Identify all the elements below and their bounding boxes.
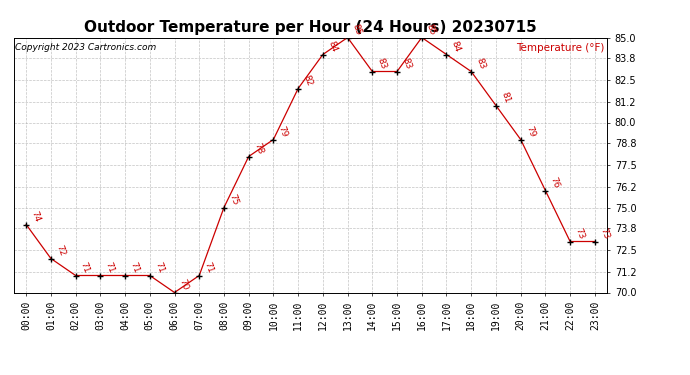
Text: 79: 79 — [524, 124, 536, 138]
Text: 71: 71 — [202, 260, 215, 274]
Text: 76: 76 — [549, 175, 561, 189]
Text: 78: 78 — [252, 141, 264, 155]
Text: 81: 81 — [499, 90, 511, 104]
Text: 85: 85 — [351, 22, 363, 36]
Text: 73: 73 — [573, 226, 586, 240]
Text: 83: 83 — [400, 56, 413, 70]
Text: Temperature (°F): Temperature (°F) — [516, 43, 604, 52]
Text: 83: 83 — [375, 56, 388, 70]
Text: 85: 85 — [425, 22, 437, 36]
Text: 71: 71 — [104, 260, 116, 274]
Text: 70: 70 — [178, 277, 190, 291]
Text: 71: 71 — [153, 260, 166, 274]
Text: 73: 73 — [598, 226, 611, 240]
Text: 79: 79 — [277, 124, 289, 138]
Text: 71: 71 — [128, 260, 141, 274]
Text: 74: 74 — [30, 209, 41, 223]
Text: 82: 82 — [302, 74, 314, 87]
Text: 75: 75 — [227, 192, 239, 206]
Text: 84: 84 — [326, 39, 338, 53]
Title: Outdoor Temperature per Hour (24 Hours) 20230715: Outdoor Temperature per Hour (24 Hours) … — [84, 20, 537, 35]
Text: 84: 84 — [450, 39, 462, 53]
Text: 72: 72 — [54, 243, 66, 257]
Text: 71: 71 — [79, 260, 91, 274]
Text: 83: 83 — [475, 56, 487, 70]
Text: Copyright 2023 Cartronics.com: Copyright 2023 Cartronics.com — [15, 43, 156, 52]
